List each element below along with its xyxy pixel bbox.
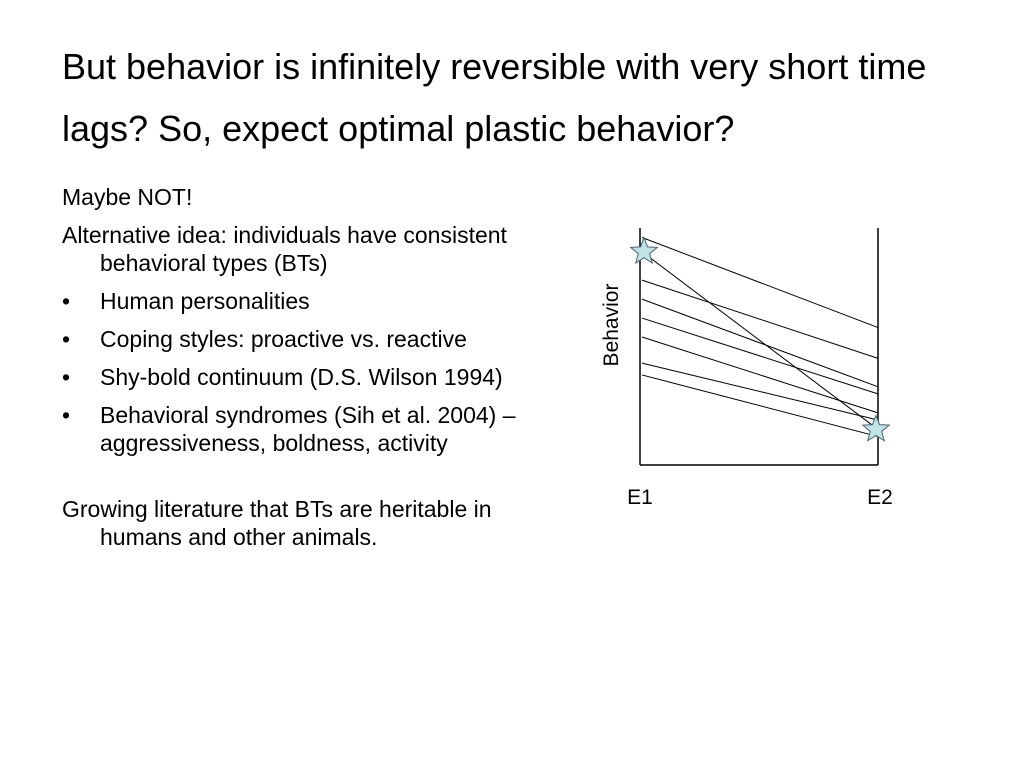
conclusion-text: Growing literature that BTs are heritabl…	[62, 496, 492, 550]
bullet-item: • Coping styles: proactive vs. reactive	[62, 325, 562, 353]
reaction-norm-line	[641, 279, 879, 359]
body-text: Maybe NOT! Alternative idea: individuals…	[62, 183, 562, 561]
reaction-norm-line	[641, 251, 879, 430]
bullet-text: Shy-bold continuum (D.S. Wilson 1994)	[100, 364, 503, 390]
x-tick-label-e2: E2	[867, 486, 893, 509]
reaction-norm-svg: Behavior E1 E2	[600, 228, 893, 509]
x-tick-label-e1: E1	[627, 486, 653, 509]
bullet-item: • Shy-bold continuum (D.S. Wilson 1994)	[62, 363, 562, 391]
reaction-norm-line	[641, 298, 879, 388]
reaction-norm-lines	[641, 237, 879, 438]
slide-title: But behavior is infinitely reversible wi…	[62, 46, 927, 149]
reaction-norm-line	[641, 237, 879, 329]
alternative-idea-text: Alternative idea: individuals have consi…	[62, 222, 507, 276]
reaction-norm-line	[641, 317, 879, 395]
bullet-text: Behavioral syndromes (Sih et al. 2004) –…	[100, 402, 516, 456]
y-axis-label: Behavior	[600, 284, 623, 367]
star-icon	[629, 236, 659, 265]
stars-group	[629, 236, 891, 442]
bullet-item: • Human personalities	[62, 287, 562, 315]
spacer	[62, 467, 562, 495]
intro-text: Maybe NOT!	[62, 184, 193, 210]
bullet-list: • Human personalities • Coping styles: p…	[62, 287, 562, 457]
bullet-icon: •	[62, 364, 71, 390]
reaction-norm-line	[641, 374, 879, 438]
reaction-norm-figure: Behavior E1 E2	[590, 210, 920, 520]
bullet-text: Coping styles: proactive vs. reactive	[100, 326, 467, 352]
reaction-norm-line	[641, 336, 879, 414]
bullet-text: Human personalities	[100, 288, 310, 314]
bullet-item: • Behavioral syndromes (Sih et al. 2004)…	[62, 401, 562, 457]
reaction-norm-line	[641, 362, 879, 421]
bullet-icon: •	[62, 326, 71, 352]
star-icon	[861, 414, 891, 442]
bullet-icon: •	[62, 402, 71, 428]
bullet-icon: •	[62, 288, 71, 314]
